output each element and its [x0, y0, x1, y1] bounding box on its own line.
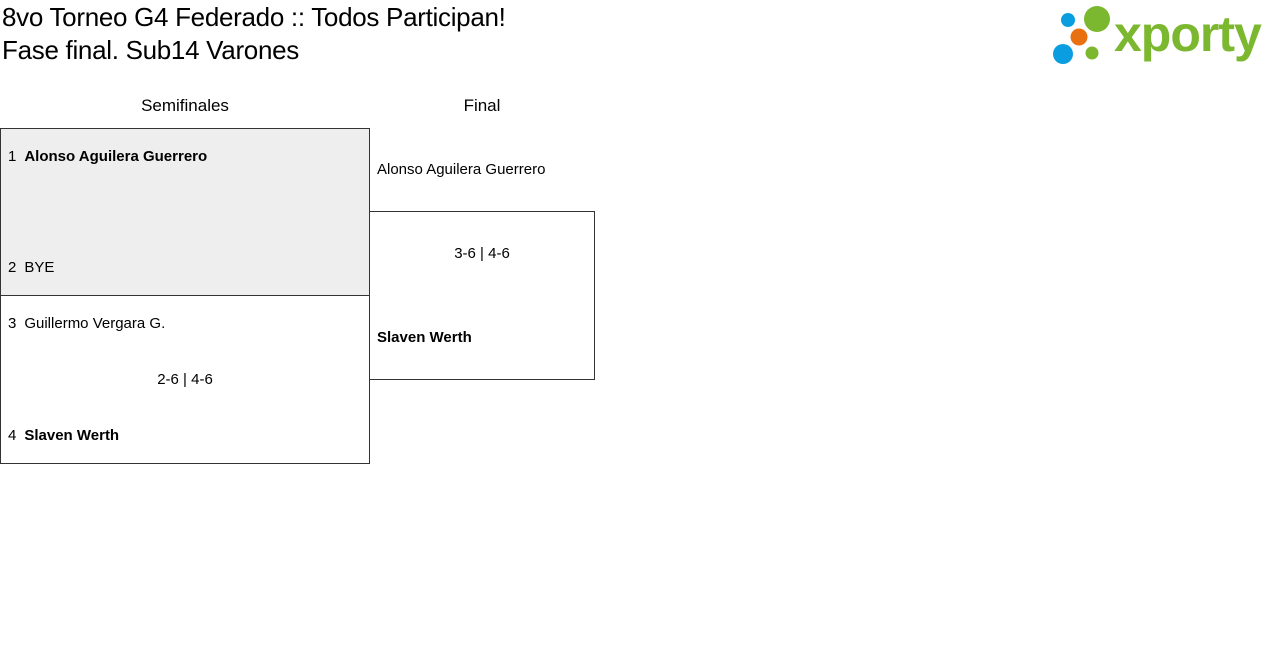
semifinal-match-1 — [0, 128, 370, 296]
player-name: Guillermo Vergara G. — [24, 315, 166, 332]
seed-number: 1 — [8, 148, 17, 165]
player-name: Slaven Werth — [24, 427, 120, 444]
round-header-final: Final — [463, 96, 501, 115]
final-match — [369, 211, 595, 380]
final-player-1: Alonso Aguilera Guerrero — [377, 161, 546, 178]
player-name: BYE — [24, 259, 55, 276]
final-score: 3-6 | 4-6 — [454, 245, 510, 262]
seed-number: 3 — [8, 315, 17, 332]
seed-number: 4 — [8, 427, 17, 444]
seed-number: 2 — [8, 259, 17, 276]
round-header-semifinals: Semifinales — [141, 96, 229, 115]
page-subtitle: Fase final. Sub14 Varones — [2, 35, 299, 65]
logo-text: xporty — [1114, 6, 1262, 62]
player-name: Alonso Aguilera Guerrero — [24, 148, 208, 165]
player-row: 4 Slaven Werth — [8, 427, 119, 444]
player-row: 1 Alonso Aguilera Guerrero — [8, 148, 207, 165]
xporty-logo: xporty — [1050, 4, 1276, 68]
player-row: 2 BYE — [8, 259, 54, 276]
match-score: 2-6 | 4-6 — [157, 371, 213, 388]
player-row: 3 Guillermo Vergara G. — [8, 315, 165, 332]
logo-icon — [1053, 6, 1110, 64]
final-player-2: Slaven Werth — [377, 329, 472, 346]
page-title: 8vo Torneo G4 Federado :: Todos Particip… — [2, 2, 506, 32]
